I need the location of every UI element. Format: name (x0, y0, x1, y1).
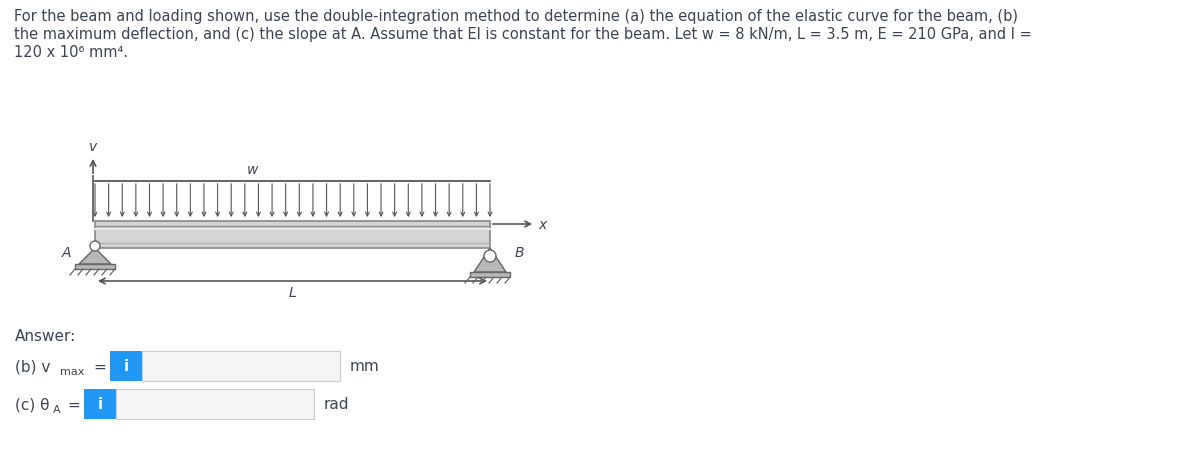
Text: A: A (53, 404, 61, 414)
Polygon shape (474, 248, 506, 272)
Text: B: B (515, 246, 524, 259)
Text: i: i (97, 397, 102, 412)
Text: (c) θ: (c) θ (14, 397, 49, 412)
Text: 120 x 10⁶ mm⁴.: 120 x 10⁶ mm⁴. (14, 45, 128, 60)
Text: x: x (538, 218, 546, 231)
Text: the maximum deflection, and (c) the slope at A. Assume that El is constant for t: the maximum deflection, and (c) the slop… (14, 27, 1032, 42)
Text: A: A (61, 246, 71, 259)
Circle shape (484, 250, 496, 262)
Text: =: = (94, 359, 106, 374)
Text: (b) v: (b) v (14, 359, 50, 374)
Text: w: w (247, 163, 259, 177)
Text: v: v (89, 140, 97, 154)
FancyBboxPatch shape (116, 389, 314, 419)
Text: Answer:: Answer: (14, 328, 77, 343)
FancyBboxPatch shape (110, 351, 142, 381)
Polygon shape (95, 221, 490, 248)
Text: For the beam and loading shown, use the double-integration method to determine (: For the beam and loading shown, use the … (14, 9, 1018, 24)
Polygon shape (79, 248, 112, 265)
Text: rad: rad (324, 397, 349, 412)
Text: =: = (67, 397, 79, 412)
FancyBboxPatch shape (142, 351, 340, 381)
Text: L: L (289, 286, 296, 299)
Text: max: max (60, 366, 84, 376)
FancyBboxPatch shape (84, 389, 116, 419)
Text: i: i (124, 359, 128, 374)
Polygon shape (470, 272, 510, 278)
Circle shape (90, 241, 100, 251)
Text: mm: mm (350, 359, 379, 374)
Polygon shape (74, 265, 115, 269)
